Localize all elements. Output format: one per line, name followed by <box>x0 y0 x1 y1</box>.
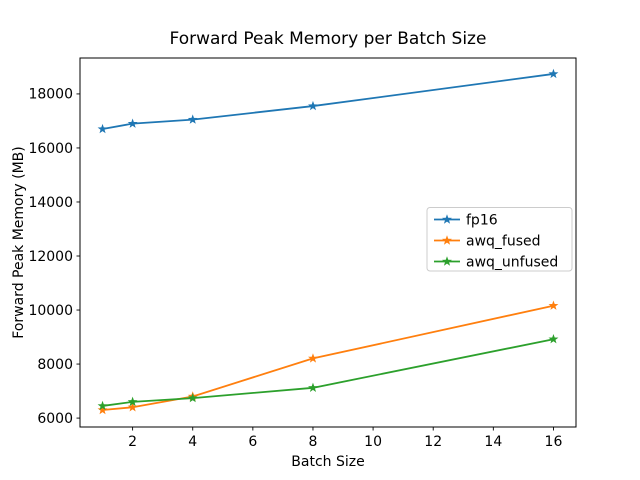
series-marker-fp16 <box>308 100 318 111</box>
legend-entry-label: awq_fused <box>466 233 541 249</box>
series-marker-awq_unfused <box>548 334 559 344</box>
series-marker-fp16 <box>127 118 138 128</box>
x-axis-label: Batch Size <box>291 454 364 470</box>
series-marker-awq_fused <box>97 404 108 415</box>
y-tick-label: 12000 <box>28 249 73 265</box>
x-tick-label: 6 <box>248 434 257 450</box>
legend-entry-label: fp16 <box>466 212 498 228</box>
series-marker-fp16 <box>187 114 198 124</box>
series-marker-awq_fused <box>548 300 559 310</box>
series-marker-awq_unfused <box>127 396 138 407</box>
series-marker-awq_unfused <box>187 392 198 403</box>
axes-spines <box>79 57 577 428</box>
y-tick-label: 8000 <box>37 357 73 373</box>
y-tick-label: 16000 <box>28 141 73 157</box>
x-tick-label: 2 <box>128 434 137 450</box>
series-marker-awq_fused <box>308 353 318 363</box>
x-tick-label: 12 <box>424 434 442 450</box>
legend-marker-fp16 <box>442 214 452 224</box>
x-tick-label: 14 <box>484 434 502 450</box>
x-tick-label: 16 <box>545 434 563 450</box>
y-tick-label: 14000 <box>28 195 73 211</box>
series-marker-awq_fused <box>127 402 138 412</box>
chart-title: Forward Peak Memory per Batch Size <box>170 29 487 49</box>
y-tick-label: 10000 <box>28 303 73 319</box>
y-tick-label: 18000 <box>28 87 73 103</box>
y-axis-label: Forward Peak Memory (MB) <box>11 146 27 338</box>
x-tick-label: 10 <box>364 434 382 450</box>
legend-box <box>426 207 573 272</box>
x-tick-label: 4 <box>188 434 197 450</box>
x-tick-label: 8 <box>309 434 318 450</box>
legend-entry-label: awq_unfused <box>466 254 558 270</box>
y-tick-label: 6000 <box>37 411 73 427</box>
series-marker-awq_unfused <box>308 382 318 393</box>
series-marker-fp16 <box>548 68 559 79</box>
series-marker-fp16 <box>97 123 108 134</box>
legend-marker-awq_unfused <box>442 256 452 266</box>
series-marker-awq_unfused <box>97 400 108 411</box>
legend-marker-awq_fused <box>442 235 452 245</box>
